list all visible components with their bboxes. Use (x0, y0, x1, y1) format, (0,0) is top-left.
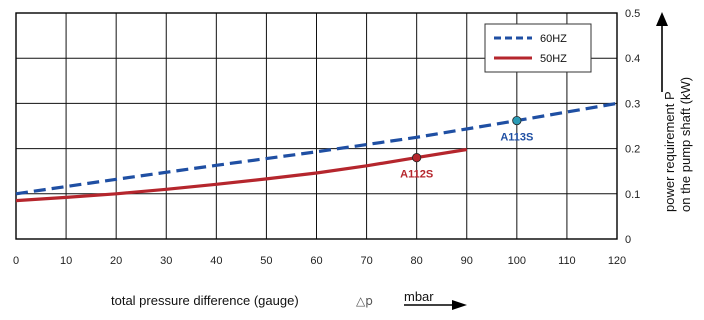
x-tick-labels: 0 10 20 30 40 50 60 70 80 90 100 110 120 (13, 255, 626, 267)
y-tick-labels: 0 0.1 0.2 0.3 0.4 0.5 (625, 8, 640, 246)
legend-60hz-label: 60HZ (540, 33, 567, 45)
x-tick-label: 30 (160, 255, 172, 267)
point-label-a112s: A112S (400, 169, 433, 181)
legend-box (484, 23, 592, 73)
x-tick-label: 70 (360, 255, 372, 267)
x-tick-label: 20 (110, 255, 122, 267)
y-tick-label: 0.4 (625, 53, 640, 65)
x-tick-label: 40 (210, 255, 222, 267)
delta-p-symbol: △p (356, 294, 373, 308)
legend-50hz-label: 50HZ (540, 53, 567, 65)
x-axis-title: total pressure difference (gauge) (111, 293, 299, 308)
y-tick-label: 0.5 (625, 8, 640, 20)
y-axis-arrow (656, 12, 668, 92)
plot-frame (15, 12, 618, 240)
point-marker-a113s (512, 115, 522, 126)
x-tick-label: 80 (411, 255, 423, 267)
x-tick-label: 90 (461, 255, 473, 267)
x-tick-label: 50 (260, 255, 272, 267)
x-tick-label: 110 (558, 255, 576, 267)
x-unit-label: mbar (404, 289, 434, 304)
y-axis-title: power requirement P on the pump shaft (k… (662, 77, 693, 212)
x-tick-label: 120 (608, 255, 626, 267)
x-tick-label: 10 (60, 255, 72, 267)
series-line-50hz (15, 147, 468, 203)
x-tick-label: 60 (310, 255, 322, 267)
y-tick-label: 0 (625, 234, 631, 246)
point-marker-a112s (412, 153, 422, 163)
y-tick-label: 0.2 (625, 144, 640, 156)
x-tick-label: 0 (13, 255, 19, 267)
y-tick-label: 0.1 (625, 189, 640, 201)
y-tick-label: 0.3 (625, 98, 640, 110)
y-axis-title-line2: on the pump shaft (kW) (678, 77, 693, 212)
point-label-a113s: A113S (500, 132, 533, 144)
x-tick-label: 100 (508, 255, 526, 267)
legend: 60HZ 50HZ (484, 23, 592, 73)
x-axis-arrow (404, 300, 467, 310)
y-axis-title-line1: power requirement P (662, 91, 677, 212)
points-layer: A113S A112S (400, 115, 533, 181)
